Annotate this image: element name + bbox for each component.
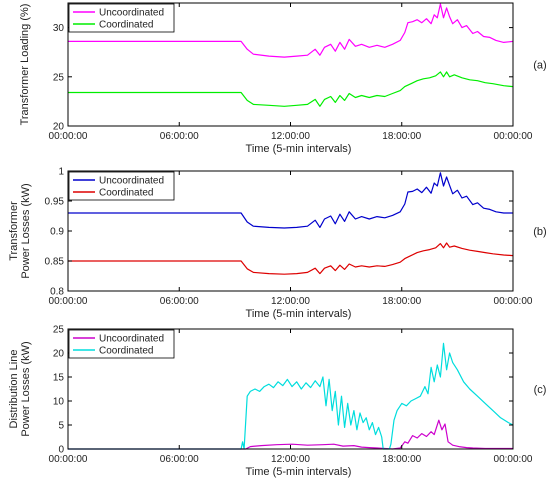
- x-tick-label: 06:00:00: [160, 296, 199, 307]
- x-tick-label: 00:00:00: [494, 131, 533, 142]
- x-tick-label: 00:00:00: [49, 131, 88, 142]
- y-axis-label: Transformer Loading (%): [19, 4, 31, 126]
- x-tick-label: 00:00:00: [49, 454, 88, 465]
- y-tick-label: 25: [53, 72, 65, 83]
- x-tick-label: 06:00:00: [160, 131, 199, 142]
- legend-box: [68, 3, 175, 33]
- y-axis-label: Distribution Line: [8, 350, 20, 429]
- y-axis-label: Transformer: [8, 201, 20, 261]
- legend-box: [68, 171, 175, 201]
- x-tick-label: 12:00:00: [271, 296, 310, 307]
- y-tick-label: 25: [53, 325, 65, 336]
- series-line-coordinated: [68, 71, 514, 107]
- legend-label-uncoordinated: Uncoordinated: [99, 176, 164, 187]
- legend-label-coordinated: Coordinated: [99, 20, 153, 31]
- y-tick-label: 1: [58, 167, 64, 178]
- series-line-uncoordinated: [68, 172, 513, 229]
- y-tick-label: 0.8: [50, 287, 64, 298]
- x-tick-label: 00:00:00: [49, 296, 88, 307]
- x-tick-label: 00:00:00: [494, 296, 533, 307]
- y-tick-label: 15: [53, 373, 65, 384]
- chart-panel-1: 20 25 30 00:00:00 06:00:00 12:00:00 18:00:00 00…: [19, 2, 547, 155]
- x-axis-label: Time (5-min intervals): [246, 143, 352, 155]
- x-tick-label: 00:00:00: [494, 454, 533, 465]
- x-tick-label: 12:00:00: [271, 131, 310, 142]
- legend-label-uncoordinated: Uncoordinated: [99, 334, 164, 345]
- legend-label-uncoordinated: Uncoordinated: [99, 8, 164, 19]
- panel-tag: (a): [533, 60, 546, 72]
- legend-label-coordinated: Coordinated: [99, 346, 153, 357]
- legend-box: [68, 329, 175, 359]
- y-tick-label: 20: [53, 349, 65, 360]
- y-tick-label: 0.85: [45, 257, 65, 268]
- y-axis-label: Power Losses (kW): [20, 341, 32, 436]
- x-tick-label: 18:00:00: [382, 131, 421, 142]
- x-tick-label: 06:00:00: [160, 454, 199, 465]
- panel-tag: (c): [534, 384, 547, 396]
- series-line-coordinated: [68, 242, 514, 275]
- chart-panel-2: 0.8 0.85 0.9 0.95 1 00:00:00 06:00:00 12:00:00 1…: [8, 167, 547, 321]
- y-tick-label: 0.95: [45, 197, 65, 208]
- series-line-uncoordinated: [68, 3, 514, 58]
- legend-label-coordinated: Coordinated: [99, 188, 153, 199]
- y-tick-label: 0.9: [50, 227, 64, 238]
- series-line-uncoordinated: [68, 419, 513, 450]
- x-tick-label: 12:00:00: [271, 454, 310, 465]
- y-tick-label: 20: [53, 122, 65, 133]
- series-line-coordinated: [68, 342, 514, 450]
- x-tick-label: 18:00:00: [382, 296, 421, 307]
- x-axis-label: Time (5-min intervals): [246, 466, 352, 478]
- y-tick-label: 5: [58, 421, 64, 432]
- chart-panel-3: 0 5 10 15 20 25 00:00:00 06:00:00 12:00:00 18:00:…: [8, 325, 546, 479]
- y-tick-label: 10: [53, 397, 65, 408]
- y-tick-label: 30: [53, 23, 65, 34]
- x-tick-label: 18:00:00: [382, 454, 421, 465]
- x-axis-label: Time (5-min intervals): [246, 308, 352, 320]
- y-tick-label: 0: [58, 445, 64, 456]
- y-axis-label: Power Losses (kW): [20, 183, 32, 278]
- panel-tag: (b): [533, 226, 546, 238]
